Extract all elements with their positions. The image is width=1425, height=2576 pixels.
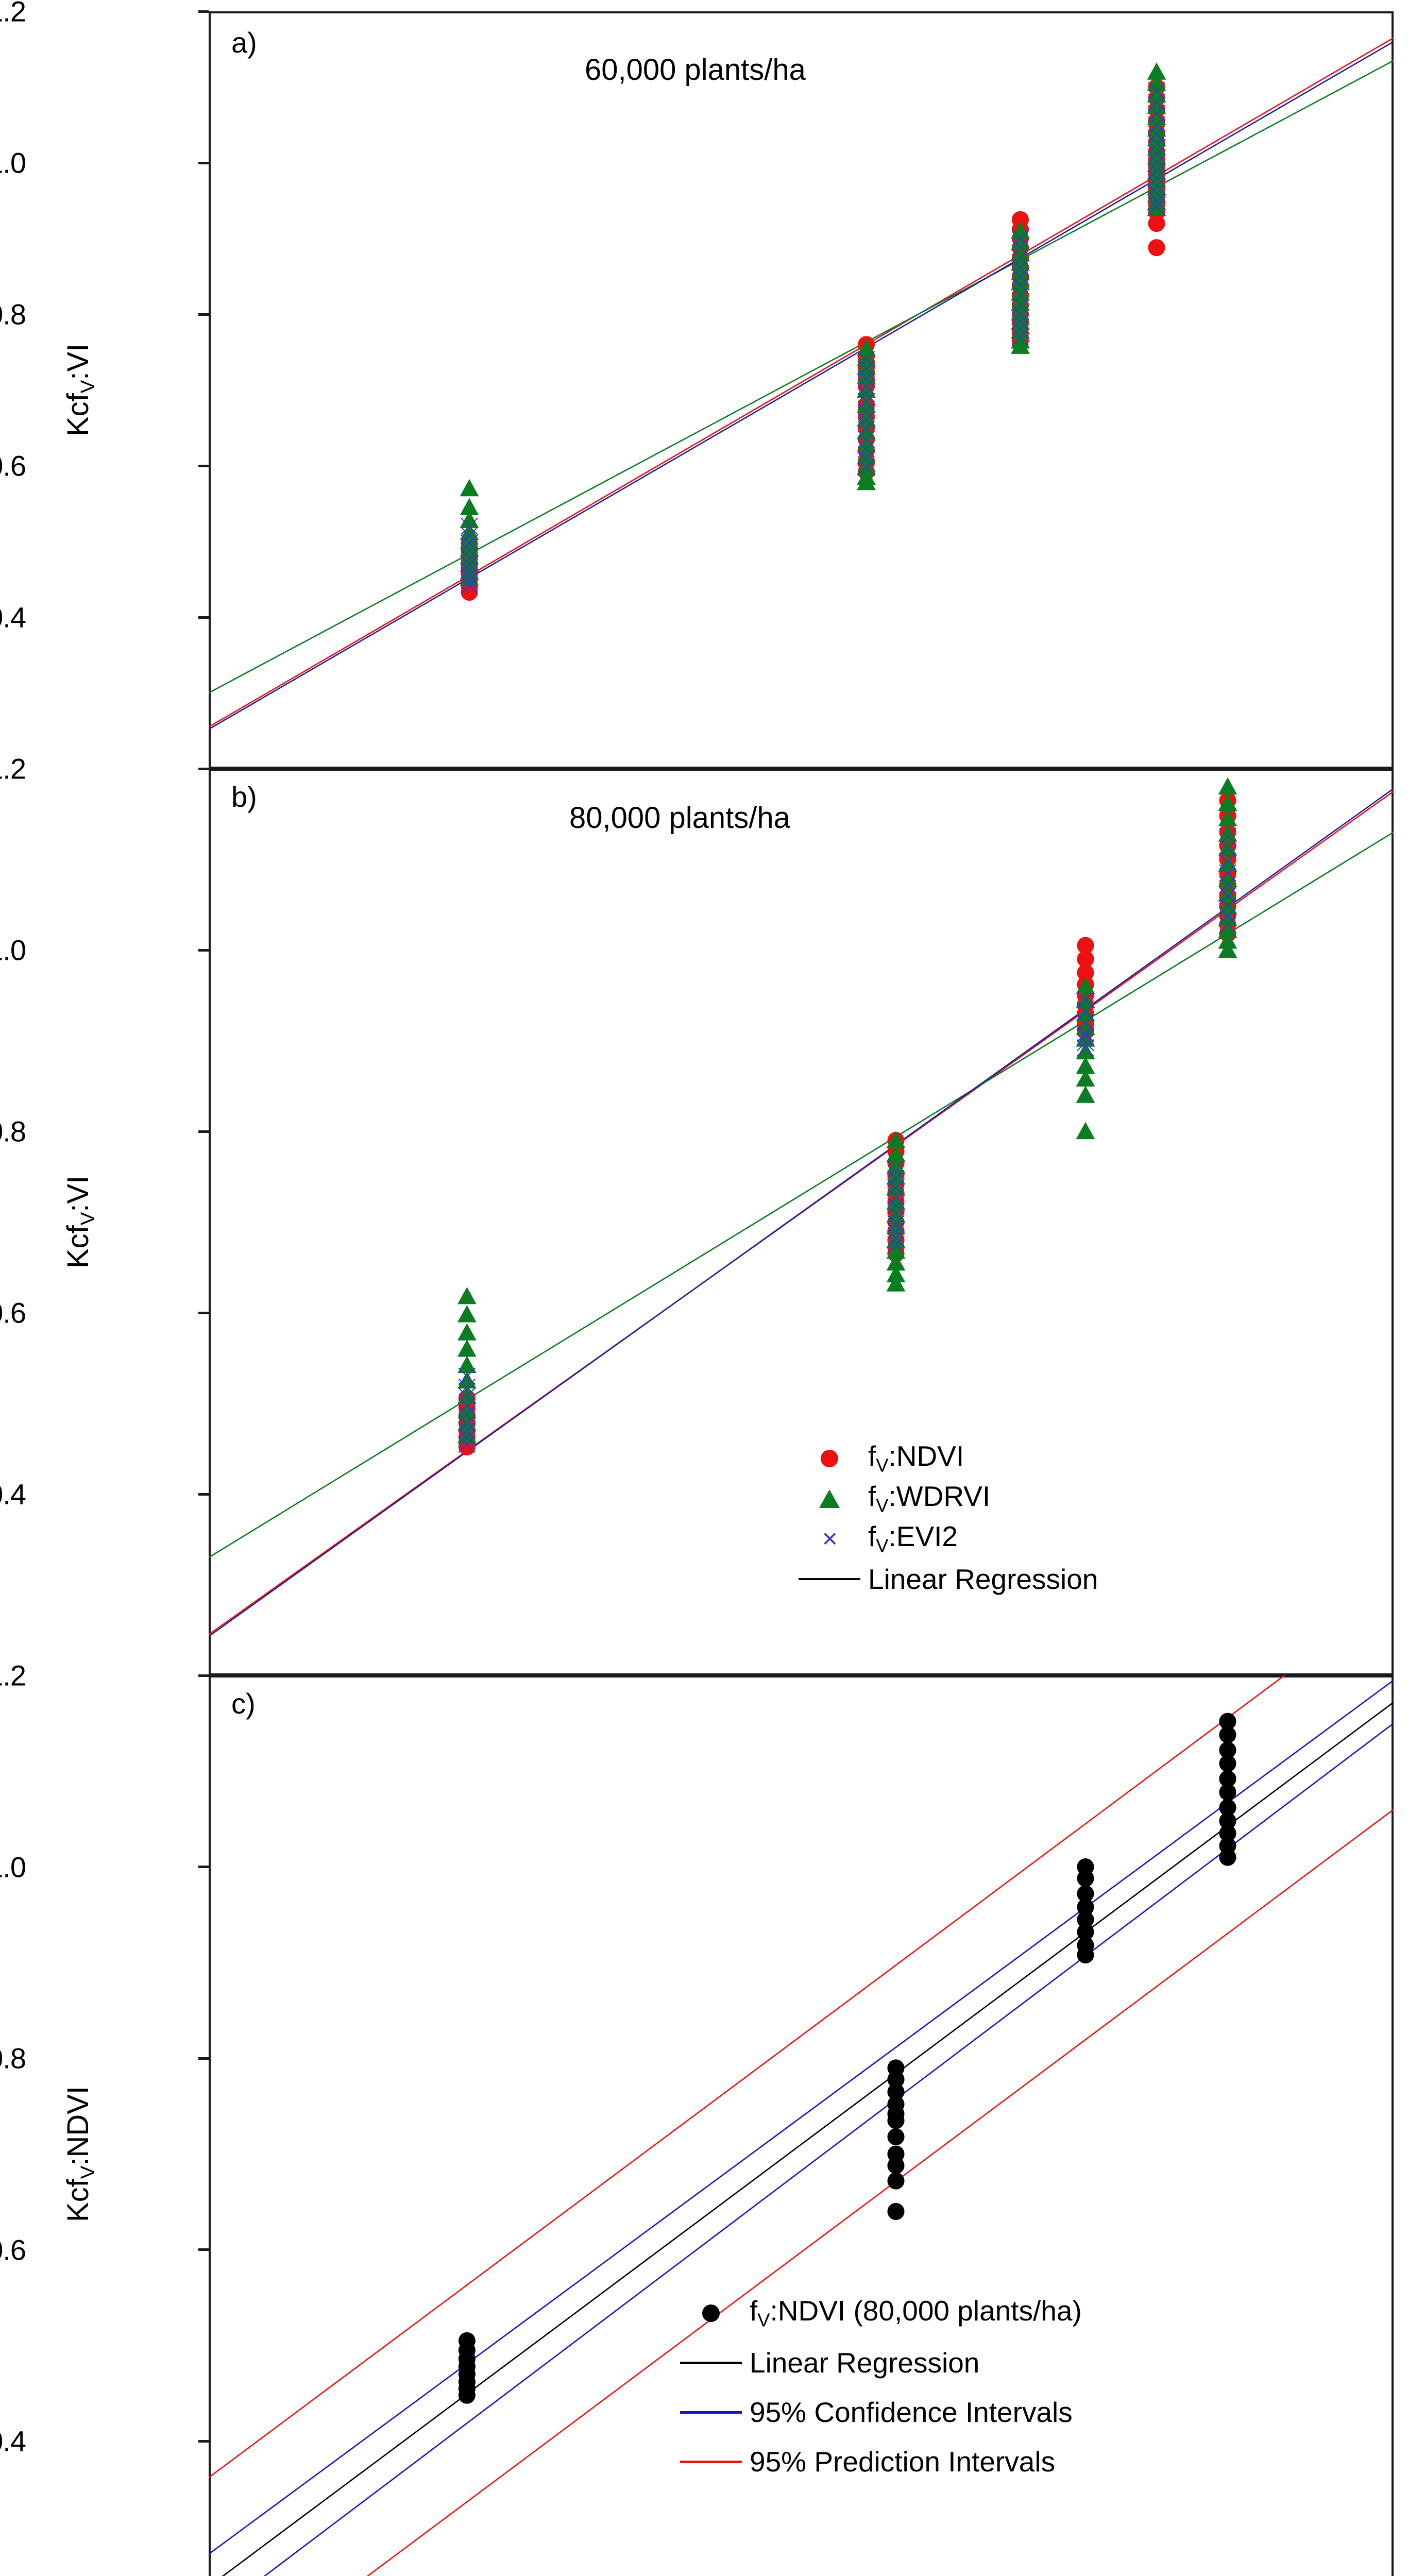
legend-item[interactable]: × fV:EVI2: [791, 1519, 1098, 1559]
panel-b-regression-lines: [209, 789, 1394, 1637]
legend-item[interactable]: fV:WDRVI: [791, 1479, 1098, 1519]
legend-item[interactable]: fV:NDVI: [791, 1438, 1098, 1479]
regression-line-icon: [791, 1578, 868, 1580]
legend-label: 95% Prediction Intervals: [750, 2445, 1056, 2478]
y-tick-mark: [198, 1493, 209, 1496]
panel-c-svg: [209, 1675, 1394, 2576]
legend-label: 95% Confidence Intervals: [750, 2396, 1073, 2428]
evi2-x-icon: ×: [821, 1524, 838, 1554]
panel-c-y-axis-title: KcfV:NDVI: [61, 2086, 99, 2222]
panel-a-svg: [209, 11, 1394, 769]
legend-item[interactable]: fV:NDVI (80,000 plants/ha): [672, 2289, 1082, 2338]
panel-b-title: 80,000 plants/ha: [569, 801, 790, 835]
y-tick-label: 1.2: [0, 752, 26, 785]
regression-line-icon: [672, 2361, 750, 2364]
panel-c-label: c): [231, 1687, 256, 1720]
y-tick-mark: [198, 2439, 209, 2443]
y-tick-label: 1.2: [0, 1659, 26, 1692]
legend-item[interactable]: 95% Prediction Intervals: [672, 2437, 1082, 2486]
y-tick-label: 1.0: [0, 1851, 26, 1884]
y-tick-mark: [198, 1674, 209, 1677]
y-tick-label: 0.8: [0, 298, 26, 331]
legend-item[interactable]: Linear Regression: [791, 1559, 1098, 1599]
y-tick-label: 0.8: [0, 2042, 26, 2075]
y-tick-label: 0.4: [0, 1478, 26, 1511]
panel-a: a) 60,000 plants/ha: [209, 11, 1394, 769]
panel-a-y-axis-title: KcfV:VI: [61, 343, 99, 436]
panel-b-frame: [209, 769, 1394, 1675]
y-tick-mark: [198, 10, 209, 13]
panel-b-plot-area: [209, 769, 1394, 1675]
y-tick-label: 0.6: [0, 449, 26, 482]
legend-label: fV:NDVI (80,000 plants/ha): [750, 2295, 1082, 2331]
y-tick-mark: [198, 2057, 209, 2060]
panel-a-label: a): [231, 26, 257, 59]
prediction-line-icon: [672, 2460, 750, 2463]
y-tick-label: 1.0: [0, 934, 26, 967]
panel-a-datapoints: [460, 62, 1166, 601]
y-tick-label: 0.8: [0, 1115, 26, 1148]
y-tick-mark: [198, 616, 209, 619]
y-tick-mark: [198, 464, 209, 467]
y-tick-label: 0.6: [0, 2233, 26, 2266]
wdrvi-triangle-icon: [791, 1489, 868, 1508]
legend-item[interactable]: 95% Confidence Intervals: [672, 2387, 1082, 2437]
panel-c-plot-area: [209, 1675, 1394, 2576]
y-tick-label: 0.4: [0, 2425, 26, 2458]
panel-c: c) fV:NDVI (80,000 plants/ha) Linear Reg…: [209, 1675, 1394, 2576]
ndvi-dot-icon: [791, 1450, 868, 1467]
y-tick-mark: [198, 1866, 209, 1869]
panel-b-label: b): [231, 781, 257, 813]
legend-label: fV:EVI2: [868, 1520, 958, 1556]
y-tick-label: 1.2: [0, 0, 26, 28]
panel-b: b) 80,000 plants/ha fV:NDVI fV:WDRVI × f…: [209, 769, 1394, 1675]
panel-c-legend: fV:NDVI (80,000 plants/ha) Linear Regres…: [672, 2289, 1082, 2486]
legend-label: Linear Regression: [868, 1563, 1098, 1595]
panel-b-svg: [209, 777, 1394, 1675]
y-tick-mark: [198, 767, 209, 770]
y-tick-mark: [198, 313, 209, 316]
panel-b-y-axis-title: KcfV:VI: [61, 1175, 99, 1268]
ndvi-black-dot-icon: [672, 2304, 750, 2322]
panel-a-title: 60,000 plants/ha: [585, 53, 806, 87]
legend-label: fV:WDRVI: [868, 1480, 991, 1516]
legend-label: fV:NDVI: [868, 1440, 964, 1476]
panel-a-regression-lines: [209, 38, 1394, 729]
legend-label: Linear Regression: [750, 2346, 980, 2379]
y-tick-mark: [198, 1130, 209, 1133]
legend-item[interactable]: Linear Regression: [672, 2338, 1082, 2387]
panel-c-datapoints: [458, 1713, 1236, 2404]
panel-b-legend: fV:NDVI fV:WDRVI × fV:EVI2 Linear Regres…: [791, 1438, 1098, 1599]
panel-c-regression-lines: [209, 1675, 1394, 2576]
panel-a-plot-area: [209, 11, 1394, 769]
confidence-line-icon: [672, 2411, 750, 2414]
panel-b-datapoints: [457, 777, 1237, 1456]
y-tick-mark: [198, 948, 209, 952]
panel-a-frame: [209, 11, 1394, 769]
y-tick-label: 1.0: [0, 146, 26, 179]
y-tick-label: 0.4: [0, 601, 26, 634]
y-tick-mark: [198, 1311, 209, 1314]
y-tick-label: 0.6: [0, 1296, 26, 1329]
y-tick-mark: [198, 2248, 209, 2251]
y-tick-mark: [198, 161, 209, 164]
